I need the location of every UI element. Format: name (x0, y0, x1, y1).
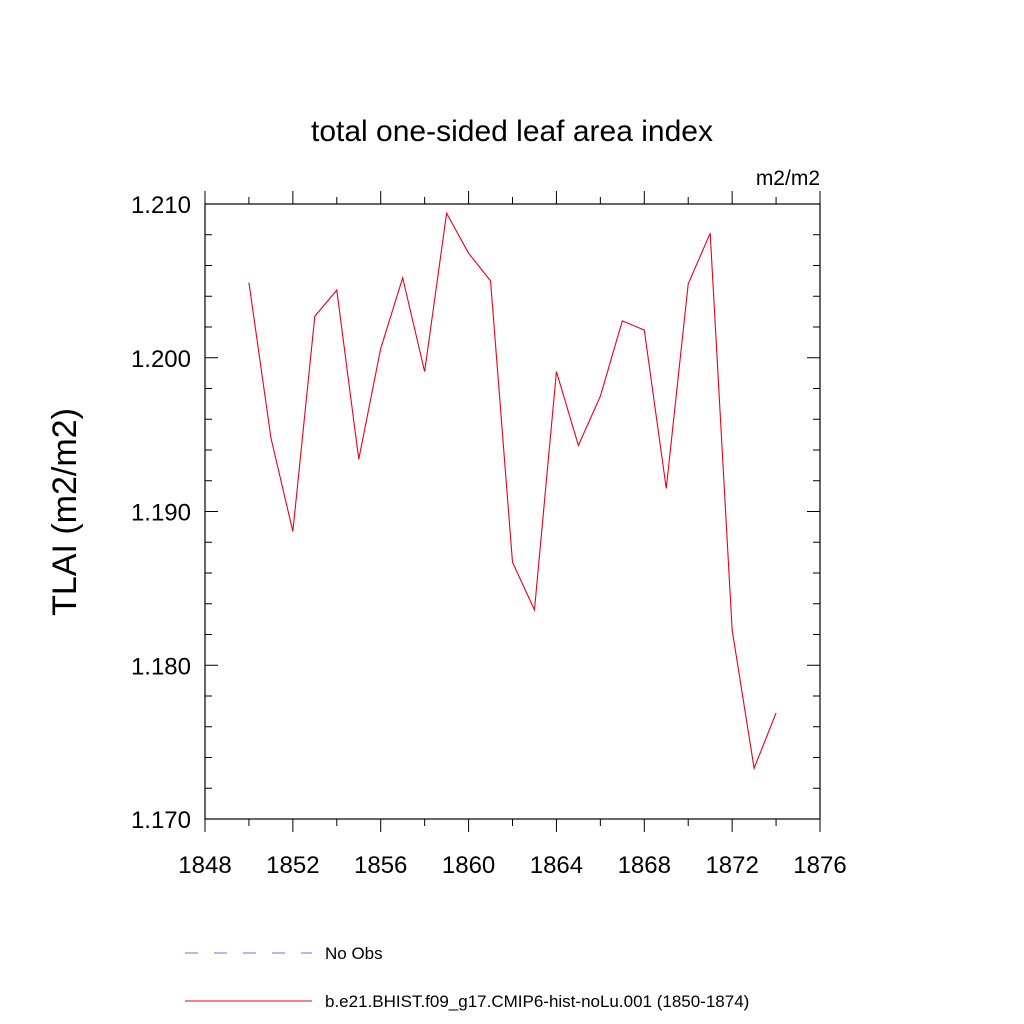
x-tick-label: 1852 (266, 852, 319, 879)
y-tick-label: 1.210 (131, 192, 191, 219)
x-tick-label: 1860 (442, 852, 495, 879)
plot-frame (204, 203, 821, 820)
units-label: m2/m2 (756, 167, 820, 190)
x-tick-labels: 1848 1852 1856 1860 1864 1868 1872 1876 (178, 852, 846, 879)
legend-label-model: b.e21.BHIST.f09_g17.CMIP6-hist-noLu.001 … (325, 992, 749, 1011)
x-tick-label: 1876 (793, 852, 846, 879)
series-layer (248, 211, 777, 771)
chart-title: total one-sided leaf area index (311, 115, 713, 148)
x-tick-label: 1872 (705, 852, 758, 879)
x-tick-label: 1864 (530, 852, 583, 879)
x-tick-label: 1856 (354, 852, 407, 879)
y-tick-labels: 1.170 1.180 1.190 1.200 1.210 (131, 192, 191, 834)
x-tick-label: 1868 (618, 852, 671, 879)
x-tick-label: 1848 (178, 852, 231, 879)
y-tick-label: 1.190 (131, 500, 191, 527)
axis-ticks (204, 191, 821, 832)
legend-label-no-obs: No Obs (325, 944, 383, 963)
y-tick-label: 1.180 (131, 653, 191, 680)
series-line-0 (248, 211, 777, 771)
y-axis-label: TLAI (m2/m2) (46, 408, 84, 616)
y-tick-label: 1.170 (131, 807, 191, 834)
legend: No Obs b.e21.BHIST.f09_g17.CMIP6-hist-no… (185, 944, 749, 1011)
y-tick-label: 1.200 (131, 346, 191, 373)
